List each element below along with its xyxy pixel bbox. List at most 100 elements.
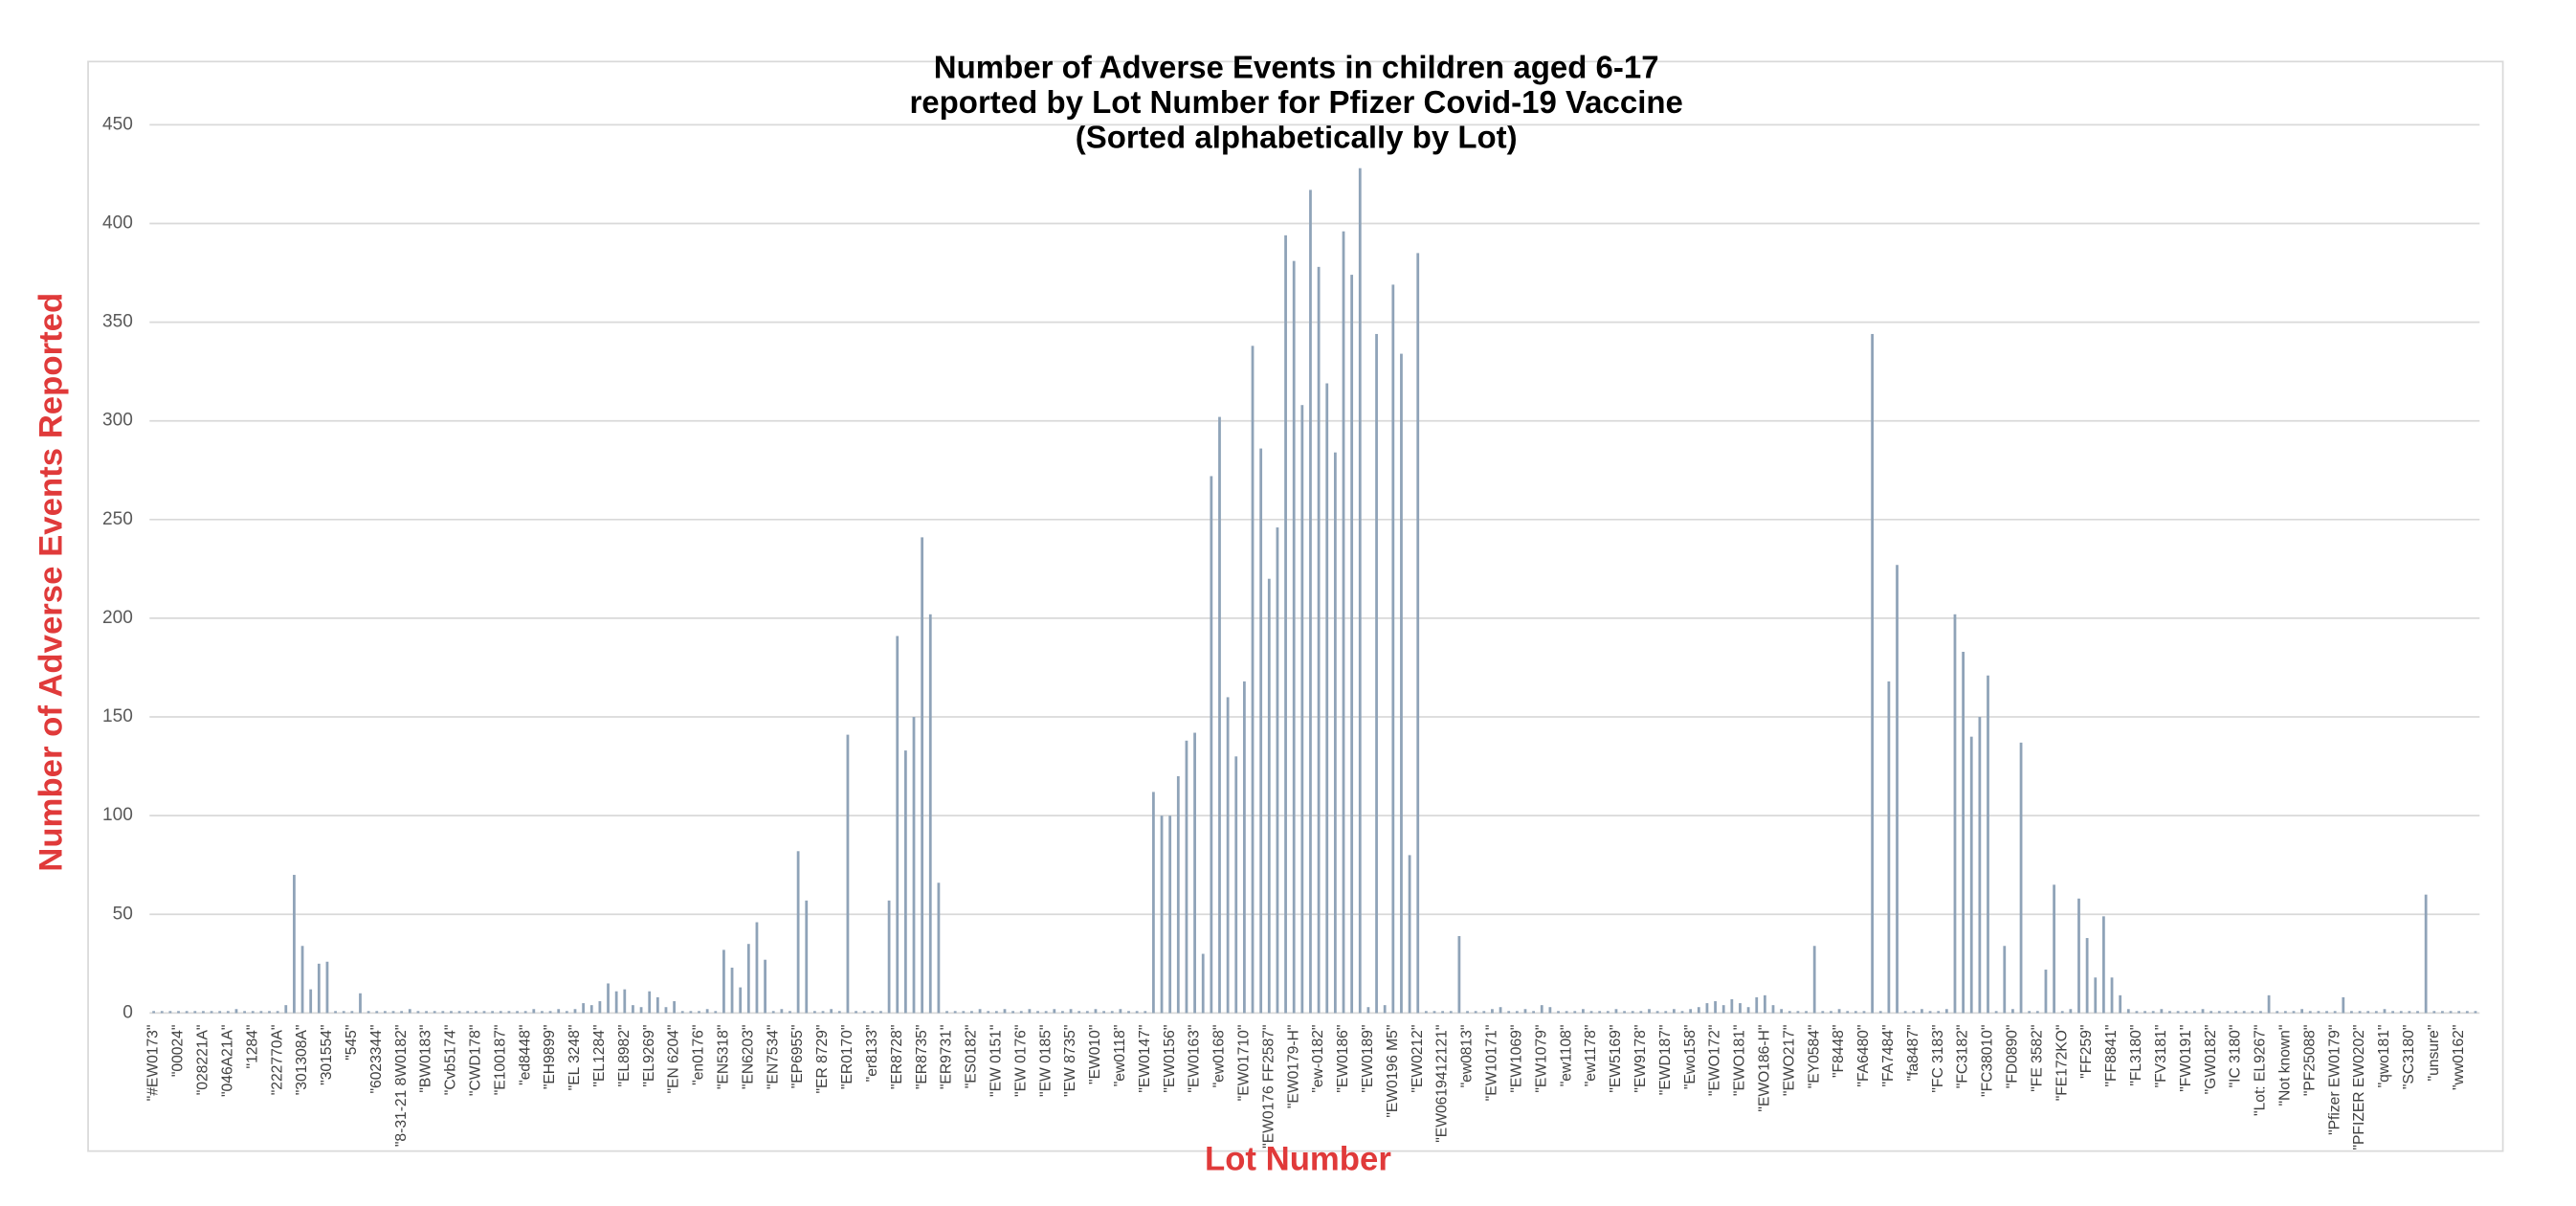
- bar: [994, 1011, 998, 1014]
- y-axis-title: Number of Adverse Events Reported: [33, 293, 70, 872]
- x-tick-label: "301308A": [294, 1025, 310, 1096]
- bar: [987, 1011, 990, 1014]
- bar: [1730, 998, 1734, 1014]
- bar: [218, 1011, 222, 1014]
- bar: [1928, 1011, 1932, 1014]
- bar: [1499, 1007, 1502, 1014]
- bar: [276, 1011, 279, 1014]
- bar: [1077, 1011, 1081, 1014]
- bar: [1796, 1011, 1800, 1014]
- bar: [2391, 1011, 2394, 1014]
- x-tick-label: "1284": [244, 1025, 260, 1069]
- x-tick-label: "028221A": [195, 1025, 211, 1096]
- bar: [1267, 578, 1271, 1014]
- bar: [325, 961, 329, 1014]
- bar: [1697, 1007, 1700, 1014]
- bar: [2251, 1011, 2254, 1014]
- bar: [871, 1011, 875, 1014]
- bar: [2234, 1011, 2237, 1014]
- bar: [1598, 1011, 1602, 1014]
- x-tick-label: "EW9178": [1632, 1025, 1649, 1093]
- bar: [1994, 1011, 1998, 1014]
- bar: [384, 1011, 387, 1014]
- bar: [1119, 1009, 1122, 1014]
- bar: [862, 1011, 866, 1014]
- bar: [1680, 1011, 1684, 1014]
- bar: [746, 944, 750, 1014]
- bar: [796, 851, 800, 1014]
- x-tick-label: "FA7484": [1880, 1025, 1897, 1087]
- bar: [1921, 1009, 1923, 1014]
- bar: [1507, 1011, 1511, 1014]
- bar: [309, 989, 313, 1014]
- bar: [2119, 994, 2122, 1014]
- bar: [1540, 1005, 1543, 1014]
- bar: [350, 1011, 354, 1014]
- bar: [896, 636, 899, 1014]
- bar: [408, 1009, 411, 1014]
- bar: [1532, 1011, 1535, 1014]
- x-tick-label: "00024": [170, 1025, 187, 1078]
- bar: [1523, 1009, 1527, 1014]
- x-tick-label: "E100187": [492, 1025, 508, 1096]
- x-tick-label: "EW0179-H": [1285, 1025, 1301, 1109]
- bar: [1201, 953, 1205, 1014]
- bar: [251, 1011, 255, 1014]
- bar: [2399, 1011, 2403, 1014]
- x-tick-label: "EWO186-H": [1757, 1025, 1773, 1112]
- x-tick-label: "FL3180": [2128, 1025, 2144, 1086]
- bar: [1317, 266, 1321, 1014]
- bar: [177, 1011, 180, 1014]
- bar: [1391, 284, 1395, 1014]
- bar: [2210, 1011, 2213, 1014]
- x-tick-label: "#EW0173": [145, 1025, 162, 1102]
- x-tick-label: "er8133": [864, 1025, 880, 1083]
- x-tick-label: "EL1284": [591, 1025, 608, 1087]
- bar: [2019, 742, 2023, 1014]
- bar: [1226, 697, 1230, 1014]
- bar: [623, 989, 627, 1014]
- x-tick-label: "EY0584": [1806, 1025, 1822, 1089]
- bar: [532, 1009, 536, 1014]
- bar: [1614, 1009, 1618, 1014]
- x-tick-label: "ew0813": [1459, 1025, 1476, 1088]
- x-tick-label: "EW5169": [1608, 1025, 1624, 1093]
- bar: [1127, 1011, 1130, 1014]
- bar: [2060, 1011, 2064, 1014]
- bar: [2449, 1011, 2453, 1014]
- bar: [2201, 1009, 2205, 1014]
- bar: [1424, 1011, 1428, 1014]
- bar: [1862, 1011, 1866, 1014]
- bar: [2350, 1011, 2353, 1014]
- bar: [1482, 1011, 1486, 1014]
- bar: [2366, 1011, 2370, 1014]
- bar: [2085, 938, 2089, 1014]
- x-tick-label: "ew1108": [1558, 1025, 1574, 1087]
- x-tick-label: "ed8448": [517, 1025, 533, 1085]
- bar: [1830, 1011, 1832, 1014]
- x-tick-label: "EW 0151": [988, 1025, 1004, 1097]
- x-tick-label: "EW01710": [1236, 1025, 1253, 1102]
- bar: [2135, 1011, 2139, 1014]
- x-tick-label: "EN7534": [765, 1025, 781, 1090]
- bar: [1755, 996, 1759, 1014]
- bar: [1673, 1009, 1676, 1014]
- bar: [482, 1011, 486, 1014]
- bar: [730, 967, 734, 1014]
- bar: [2342, 996, 2345, 1014]
- bar: [582, 1003, 586, 1014]
- bar: [2069, 1009, 2073, 1014]
- x-tick-label: "ER0170": [839, 1025, 855, 1090]
- y-tick-label: 400: [102, 213, 133, 234]
- bar: [1457, 935, 1461, 1014]
- x-tick-label: "EP6955": [789, 1025, 806, 1089]
- bar: [507, 1011, 511, 1014]
- bar: [1185, 740, 1188, 1014]
- bar: [2408, 1011, 2411, 1014]
- x-tick-label: "IC 3180": [2228, 1025, 2244, 1088]
- bar: [317, 963, 321, 1014]
- y-tick-label: 250: [102, 509, 133, 529]
- bar: [788, 1011, 791, 1014]
- bar: [1276, 527, 1279, 1014]
- bar: [1135, 1011, 1139, 1014]
